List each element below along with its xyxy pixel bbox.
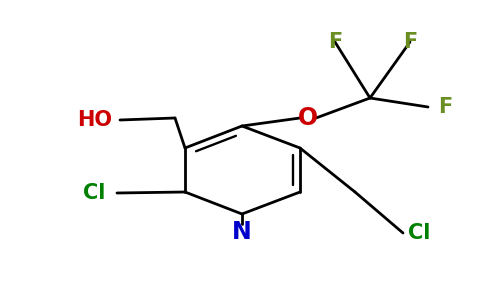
Text: N: N <box>232 220 252 244</box>
Text: Cl: Cl <box>83 183 105 203</box>
Text: F: F <box>403 32 417 52</box>
Text: F: F <box>438 97 452 117</box>
Text: F: F <box>328 32 342 52</box>
Text: HO: HO <box>77 110 112 130</box>
Text: O: O <box>298 106 318 130</box>
Text: Cl: Cl <box>408 223 430 243</box>
